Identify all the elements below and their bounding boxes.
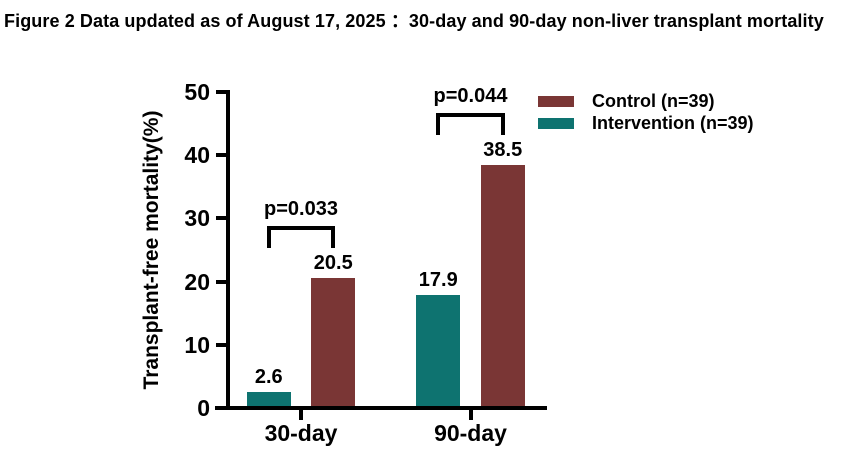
y-tick-mark bbox=[216, 406, 226, 410]
y-tick-mark bbox=[216, 279, 226, 284]
significance-bracket bbox=[266, 225, 336, 248]
y-tick-mark bbox=[216, 216, 226, 221]
bar bbox=[246, 391, 291, 408]
bar bbox=[480, 164, 525, 408]
bar bbox=[311, 278, 356, 408]
legend-label: Control (n=39) bbox=[592, 91, 715, 111]
y-tick-label: 10 bbox=[184, 331, 210, 358]
legend-label: Intervention (n=39) bbox=[592, 113, 754, 133]
p-value-label: p=0.033 bbox=[264, 197, 338, 220]
legend-swatch bbox=[538, 117, 574, 129]
bar-value-label: 20.5 bbox=[313, 252, 353, 275]
bar-value-label: 2.6 bbox=[254, 365, 283, 388]
y-tick-label: 0 bbox=[197, 395, 210, 421]
x-axis-line bbox=[215, 406, 547, 410]
p-value-label: p=0.044 bbox=[433, 84, 508, 107]
y-tick-mark bbox=[216, 153, 226, 158]
y-tick-label: 20 bbox=[184, 268, 210, 295]
legend-item: Intervention (n=39) bbox=[538, 112, 754, 134]
chart-legend: Control (n=39) Intervention (n=39) bbox=[538, 90, 754, 134]
y-tick-label: 40 bbox=[184, 142, 210, 169]
x-tick-mark bbox=[299, 410, 303, 420]
bar-value-label: 17.9 bbox=[418, 268, 458, 291]
y-tick-mark bbox=[216, 342, 226, 347]
legend-swatch bbox=[538, 95, 574, 107]
legend-item: Control (n=39) bbox=[538, 90, 754, 112]
y-tick-mark bbox=[216, 90, 226, 94]
significance-bracket bbox=[436, 112, 505, 135]
y-axis-line bbox=[226, 90, 230, 410]
y-tick-label: 30 bbox=[184, 205, 210, 232]
x-tick-mark bbox=[468, 410, 473, 420]
x-category-label: 90-day bbox=[434, 420, 507, 446]
x-category-label: 30-day bbox=[264, 420, 338, 446]
bar bbox=[416, 294, 461, 408]
bar-value-label: 38.5 bbox=[483, 138, 523, 161]
y-axis-label: Transplant-free mortality(%) bbox=[140, 110, 163, 390]
y-tick-label: 50 bbox=[184, 79, 210, 105]
figure-title: Figure 2 Data updated as of August 17, 2… bbox=[4, 11, 824, 31]
